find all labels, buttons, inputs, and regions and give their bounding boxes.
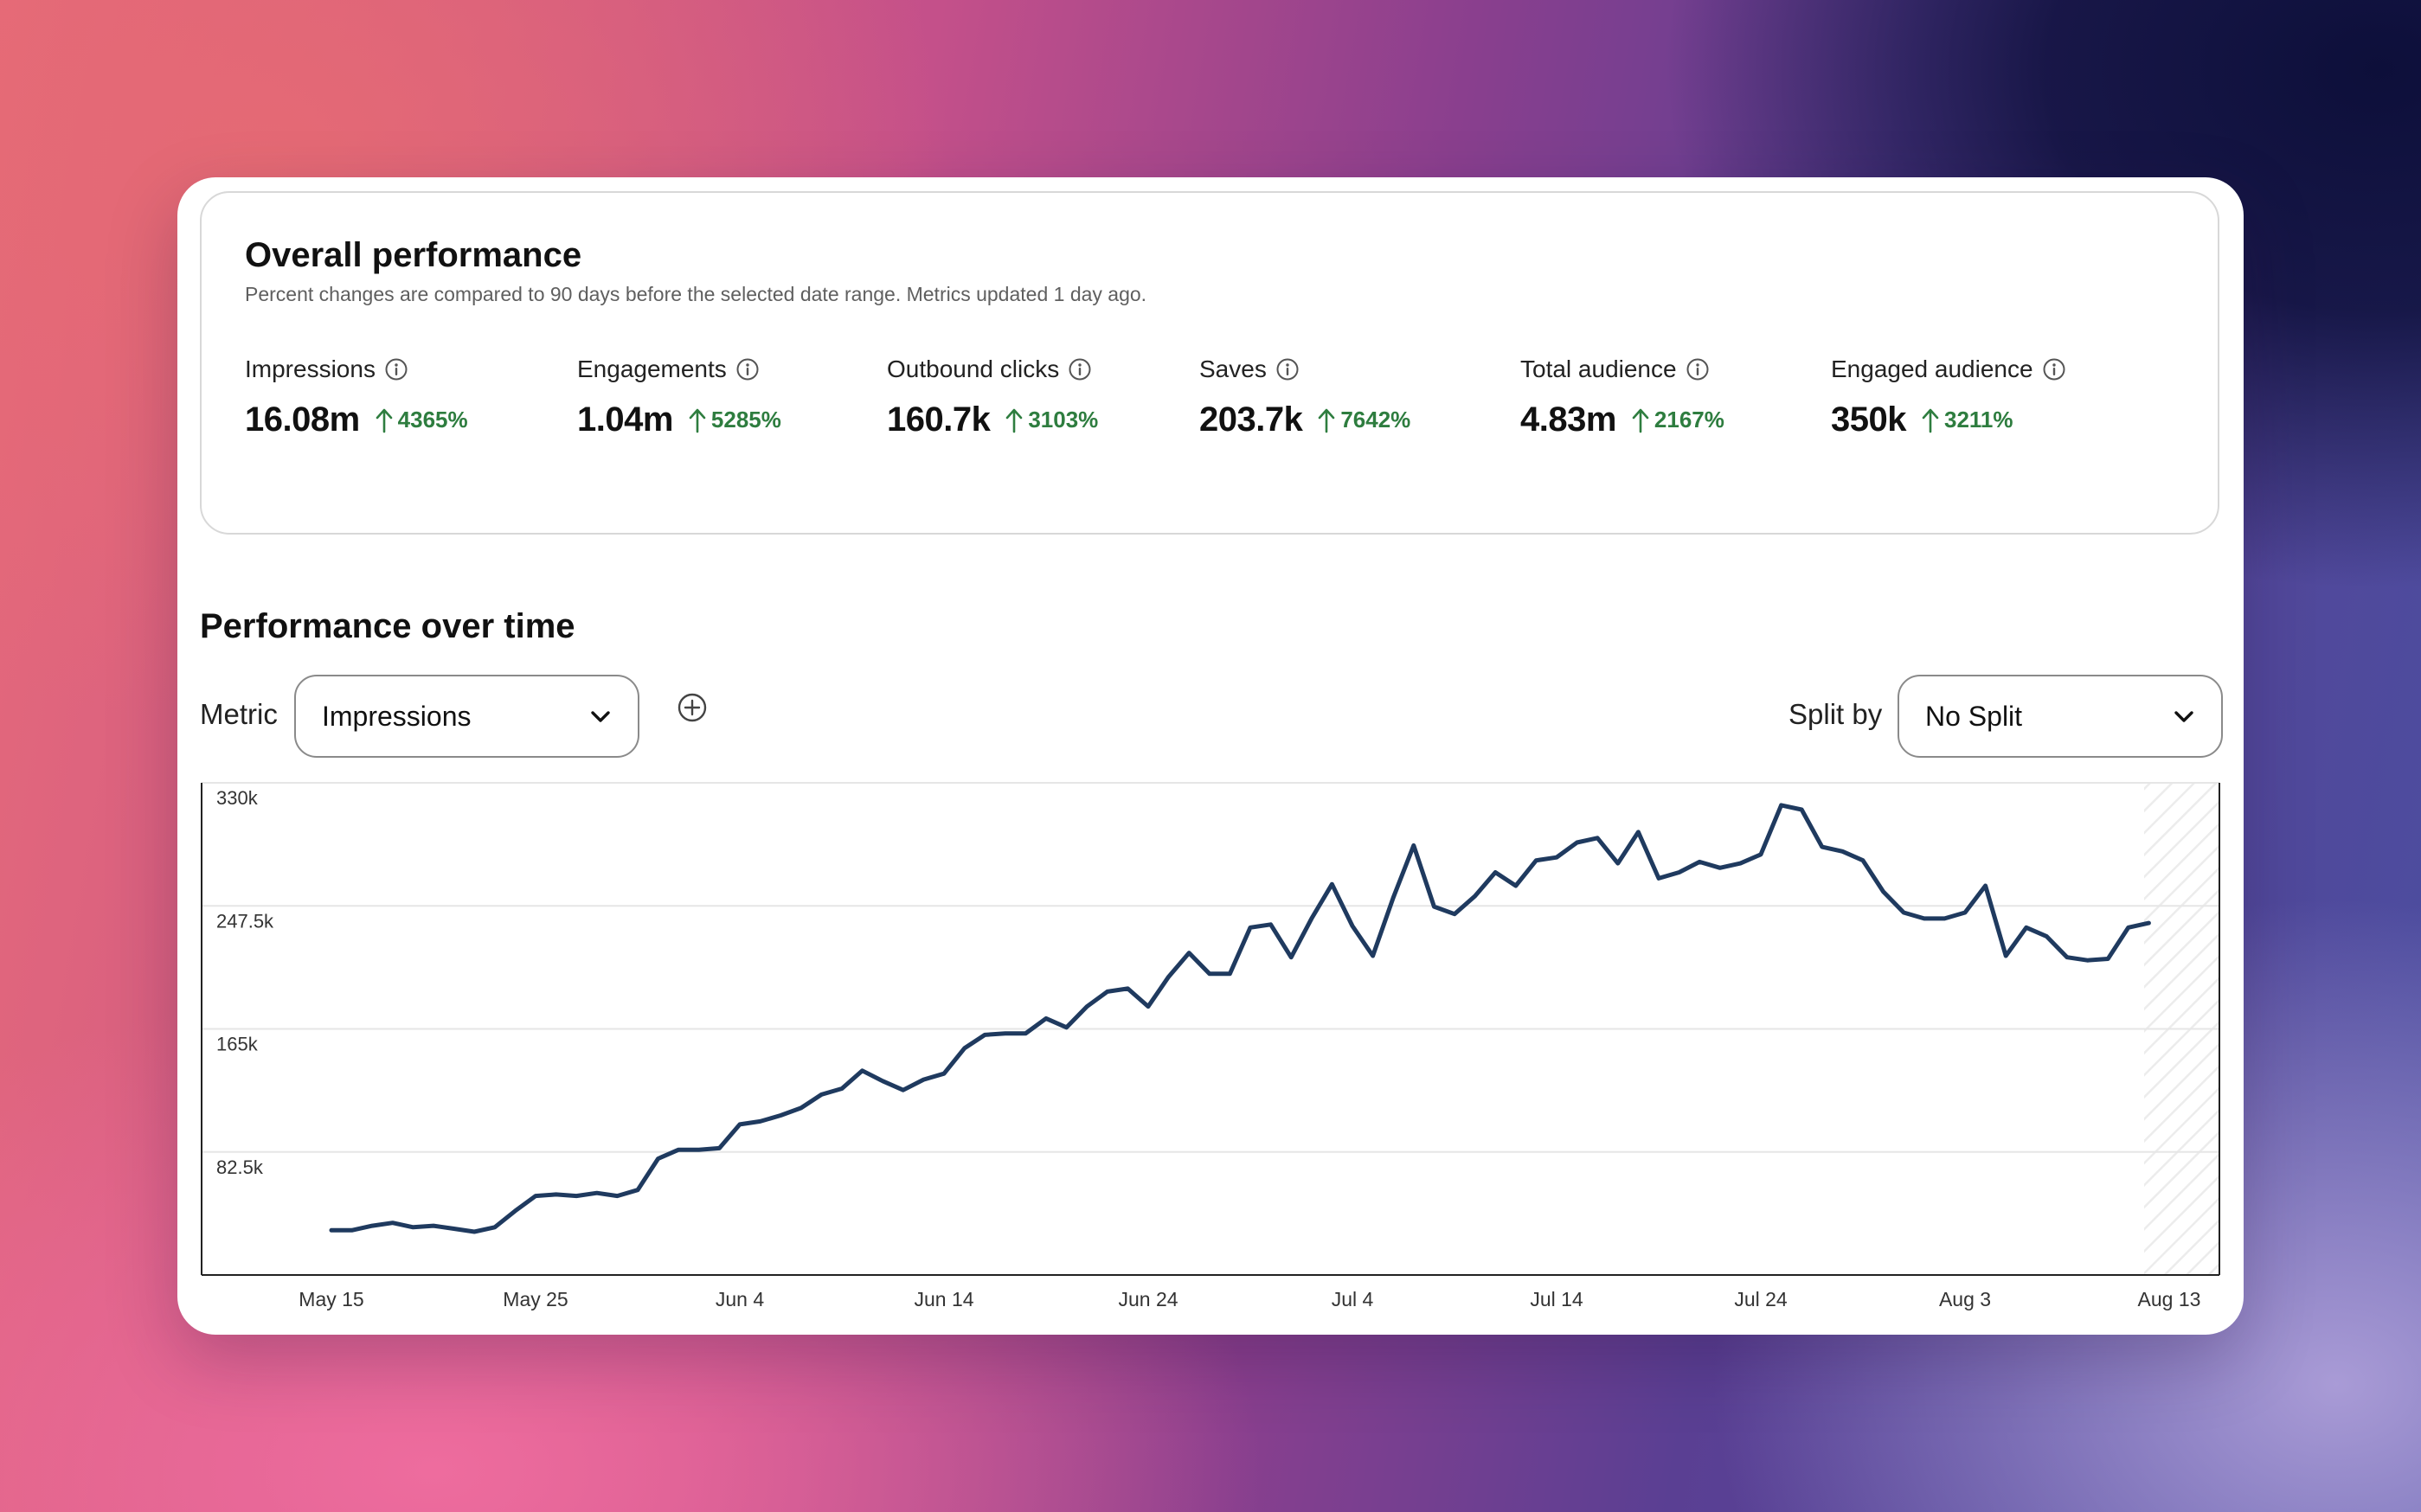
overall-performance-subtitle: Percent changes are compared to 90 days …: [245, 283, 1147, 305]
metric-value: 203.7k: [1199, 400, 1303, 439]
x-tick-label: May 15: [299, 1288, 363, 1310]
metric-total-audience: Total audience 4.83m 2167%: [1520, 356, 1724, 439]
chevron-down-icon: [2173, 708, 2195, 724]
up-arrow-icon: [376, 407, 393, 433]
chevron-down-icon: [589, 708, 612, 724]
up-arrow-icon: [1632, 407, 1649, 433]
up-arrow-icon: [1922, 407, 1939, 433]
info-icon[interactable]: [1068, 357, 1092, 381]
metric-change: 4365%: [397, 407, 468, 432]
overall-performance-title: Overall performance: [245, 236, 582, 274]
metric-change: 7642%: [1340, 407, 1411, 432]
x-tick-label: Jul 4: [1332, 1288, 1374, 1310]
split-by-select-value: No Split: [1925, 700, 2023, 732]
overall-performance-panel: Overall performance Percent changes are …: [200, 191, 2219, 535]
metric-value: 350k: [1831, 400, 1906, 439]
impressions-series-line: [329, 803, 2151, 1234]
performance-over-time-title: Performance over time: [200, 607, 575, 645]
metric-impressions: Impressions 16.08m 4365%: [245, 356, 468, 439]
metric-label: Outbound clicks: [887, 356, 1060, 382]
metric-select[interactable]: Impressions: [294, 675, 639, 758]
metric-outbound-clicks: Outbound clicks 160.7k 3103%: [887, 356, 1098, 439]
x-tick-label: Jul 24: [1734, 1288, 1788, 1310]
metric-value: 160.7k: [887, 400, 991, 439]
y-tick-label: 82.5k: [216, 1156, 264, 1178]
metric-saves: Saves 203.7k 7642%: [1199, 356, 1410, 439]
metric-value: 1.04m: [577, 400, 673, 439]
metric-change: 3103%: [1028, 407, 1099, 432]
metric-label: Engaged audience: [1831, 356, 2033, 382]
metric-label: Impressions: [245, 356, 376, 382]
metric-change: 5285%: [710, 407, 781, 432]
up-arrow-icon: [689, 407, 706, 433]
y-tick-label: 330k: [216, 787, 259, 809]
metric-engagements: Engagements 1.04m 5285%: [577, 356, 781, 439]
metric-select-value: Impressions: [322, 700, 472, 732]
x-tick-label: May 25: [503, 1288, 568, 1310]
info-icon[interactable]: [1275, 357, 1300, 381]
impressions-line-chart: 330k 247.5k 165k 82.5k May 15 May 25 Jun 4 Jun …: [201, 782, 2220, 1310]
x-tick-label: Jul 14: [1530, 1288, 1583, 1310]
info-icon[interactable]: [1686, 357, 1710, 381]
up-arrow-icon: [1318, 407, 1335, 433]
x-tick-label: Jun 14: [914, 1288, 973, 1310]
up-arrow-icon: [1005, 407, 1023, 433]
split-by-label: Split by: [1788, 698, 1883, 730]
metric-label: Saves: [1199, 356, 1267, 382]
metric-change: 2167%: [1654, 407, 1724, 432]
metric-value: 4.83m: [1520, 400, 1616, 439]
info-icon[interactable]: [2042, 357, 2066, 381]
metric-engaged-audience: Engaged audience 350k 3211%: [1831, 356, 2066, 439]
metric-label: Engagements: [577, 356, 727, 382]
y-tick-label: 247.5k: [216, 910, 274, 932]
x-tick-label: Jun 24: [1118, 1288, 1178, 1310]
metric-change: 3211%: [1943, 407, 2013, 432]
split-by-select[interactable]: No Split: [1898, 675, 2223, 758]
metric-label: Total audience: [1520, 356, 1677, 382]
metric-select-label: Metric: [200, 698, 278, 730]
plus-circle-icon[interactable]: [676, 691, 709, 724]
x-tick-label: Jun 4: [716, 1288, 764, 1310]
info-icon[interactable]: [735, 357, 760, 381]
x-tick-label: Aug 3: [1939, 1288, 1991, 1310]
metric-value: 16.08m: [245, 400, 360, 439]
info-icon[interactable]: [384, 357, 408, 381]
analytics-card: Overall performance Percent changes are …: [177, 177, 2244, 1335]
x-tick-label: Aug 13: [2138, 1288, 2201, 1310]
y-tick-label: 165k: [216, 1034, 259, 1055]
